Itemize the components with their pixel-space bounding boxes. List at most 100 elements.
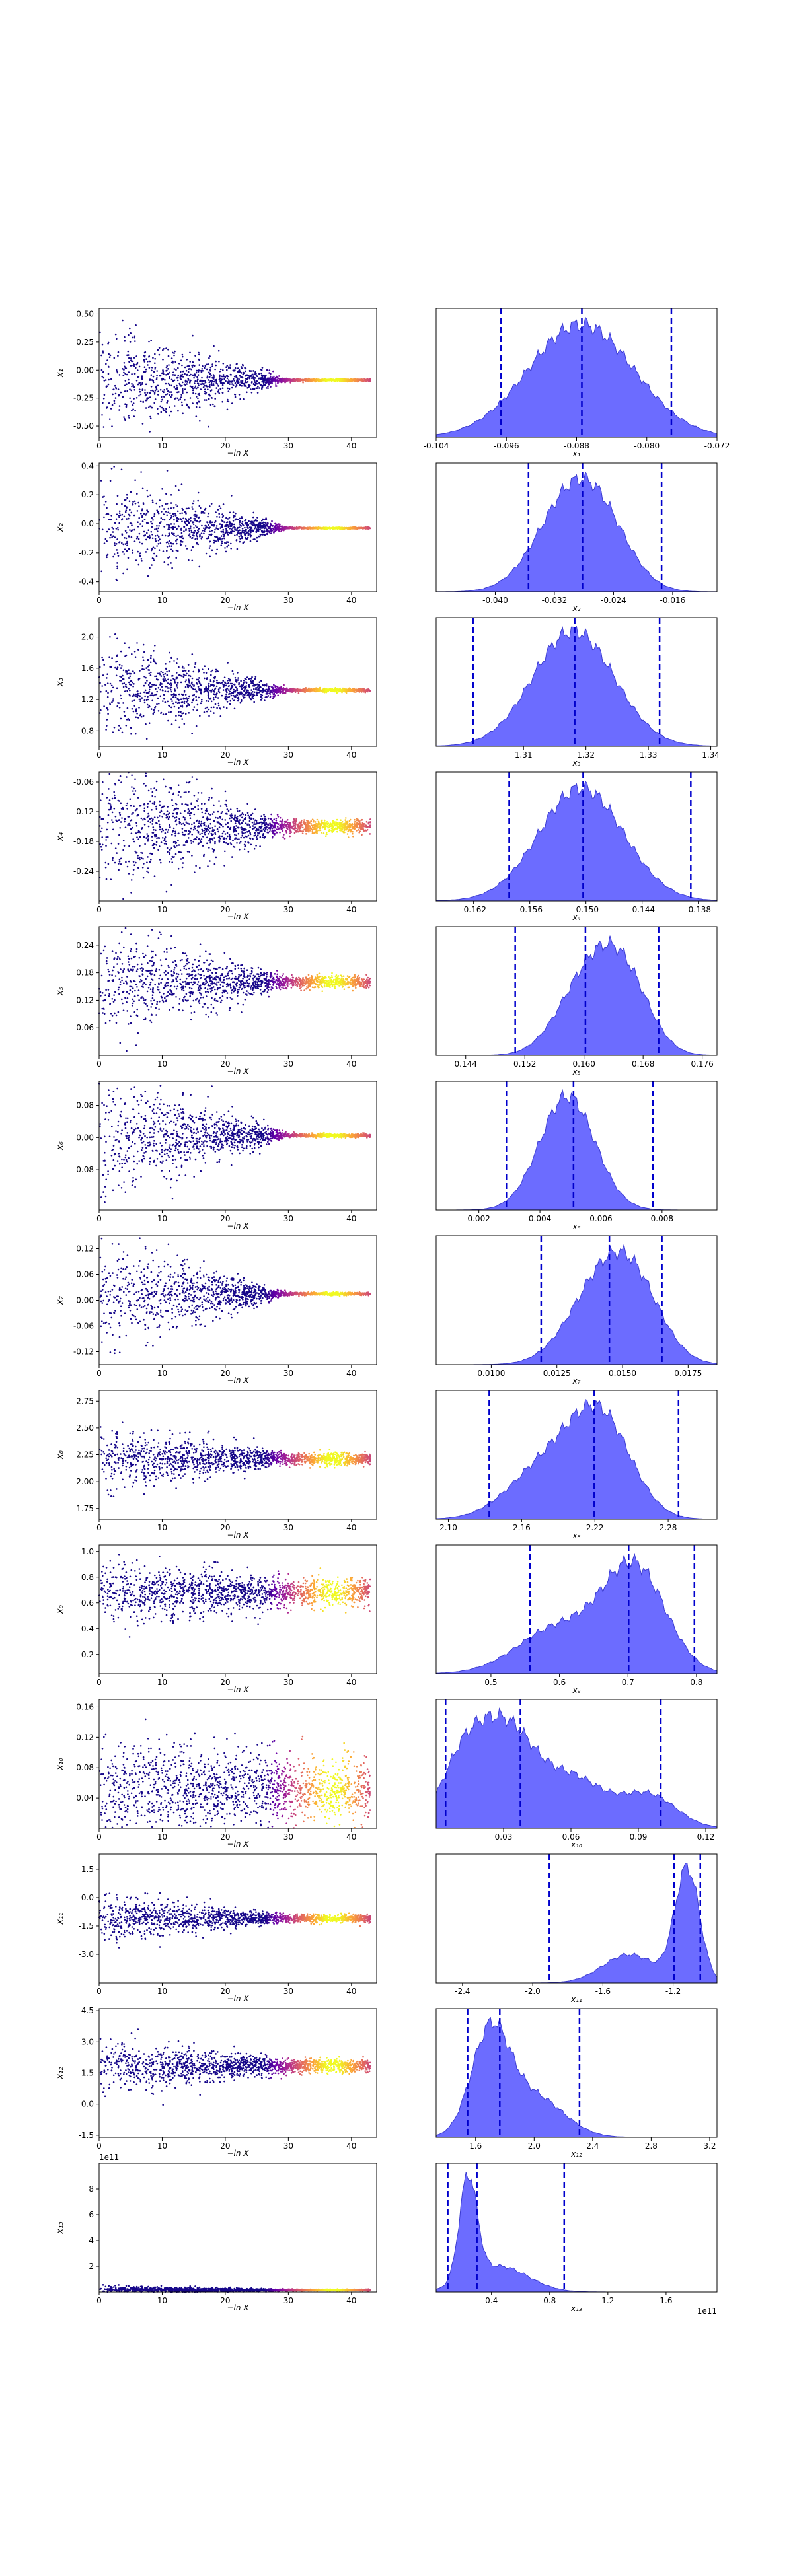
trace-point xyxy=(196,520,198,522)
trace-point xyxy=(197,491,200,494)
trace-point xyxy=(313,528,315,530)
trace-point xyxy=(262,380,265,382)
trace-point xyxy=(198,505,201,507)
trace-point xyxy=(195,534,198,536)
trace-point xyxy=(155,841,158,843)
trace-point xyxy=(115,528,118,530)
trace-point xyxy=(111,404,114,406)
trace-point xyxy=(232,511,235,513)
y-tick-label: 0.25 xyxy=(76,338,94,347)
trace-point xyxy=(163,396,165,398)
trace-point xyxy=(162,391,165,394)
trace-point xyxy=(247,532,250,534)
trace-point xyxy=(198,528,200,530)
trace-point xyxy=(141,715,143,718)
trace-point xyxy=(205,363,208,366)
trace-point xyxy=(157,511,159,513)
trace-point xyxy=(206,677,208,679)
trace-point xyxy=(162,700,164,702)
x-tick-label: -0.024 xyxy=(601,596,626,605)
trace-point xyxy=(208,527,209,529)
trace-point xyxy=(116,503,118,505)
trace-point xyxy=(139,388,141,391)
trace-point xyxy=(237,371,239,373)
y-tick-label: -0.4 xyxy=(79,577,94,587)
trace-point xyxy=(234,676,237,679)
trace-point xyxy=(206,376,209,379)
trace-point xyxy=(208,376,211,378)
trace-point xyxy=(169,512,171,515)
trace-point xyxy=(153,684,155,686)
trace-point xyxy=(182,673,185,676)
trace-point xyxy=(225,521,228,524)
trace-point xyxy=(245,692,246,694)
trace-point xyxy=(238,378,241,381)
trace-point xyxy=(248,530,250,532)
trace-point xyxy=(186,705,188,708)
trace-point xyxy=(272,697,274,699)
trace-point xyxy=(198,406,201,408)
trace-point xyxy=(311,689,313,692)
trace-point xyxy=(143,519,146,520)
trace-point xyxy=(165,382,167,385)
trace-point xyxy=(233,380,235,382)
trace-point xyxy=(199,715,201,717)
trace-point xyxy=(168,526,170,528)
trace-point xyxy=(287,378,289,381)
trace-point xyxy=(129,689,131,692)
trace-point xyxy=(261,386,264,388)
trace-point xyxy=(151,367,153,369)
trace-point xyxy=(127,350,130,353)
trace-point xyxy=(260,690,262,692)
trace-point xyxy=(249,529,252,531)
trace-point xyxy=(191,506,194,508)
trace-point xyxy=(305,690,308,692)
trace-point xyxy=(252,691,254,693)
trace-point xyxy=(241,699,243,701)
trace-point xyxy=(240,525,243,527)
trace-point xyxy=(252,388,254,390)
trace-point xyxy=(194,666,196,668)
trace-point xyxy=(195,415,198,417)
trace-point xyxy=(170,679,172,682)
trace-point xyxy=(160,400,163,403)
trace-point xyxy=(261,694,264,697)
trace-point xyxy=(106,507,108,509)
trace-point xyxy=(358,378,360,380)
trace-point xyxy=(180,401,183,404)
trace-point xyxy=(126,544,128,546)
trace-point xyxy=(184,366,186,369)
x-tick-label: -0.072 xyxy=(704,441,730,450)
trace-point xyxy=(221,400,224,403)
trace-point xyxy=(129,388,131,390)
trace-point xyxy=(279,690,282,692)
trace-point xyxy=(274,383,277,385)
trace-point xyxy=(331,689,333,691)
trace-point xyxy=(233,526,235,528)
trace-point xyxy=(208,715,210,717)
trace-point xyxy=(128,517,130,520)
y-tick-label: -0.25 xyxy=(73,394,94,403)
trace-point xyxy=(209,370,211,372)
trace-point xyxy=(146,489,148,492)
trace-point xyxy=(204,677,206,680)
trace-point xyxy=(128,417,130,419)
trace-point xyxy=(346,689,348,691)
trace-point xyxy=(157,536,160,538)
trace-point xyxy=(176,391,178,394)
trace-point xyxy=(166,670,168,673)
trace-point xyxy=(227,678,230,680)
trace-point xyxy=(151,795,153,797)
trace-point xyxy=(246,522,248,524)
trace-point xyxy=(124,390,126,392)
trace-point xyxy=(131,373,133,375)
trace-point xyxy=(158,347,161,349)
trace-point xyxy=(213,697,215,699)
trace-point xyxy=(208,534,211,536)
trace-point xyxy=(142,400,144,403)
trace-point xyxy=(243,372,245,375)
trace-point xyxy=(153,515,155,517)
trace-point xyxy=(109,636,111,638)
trace-point xyxy=(110,534,112,536)
trace-point xyxy=(119,514,122,517)
